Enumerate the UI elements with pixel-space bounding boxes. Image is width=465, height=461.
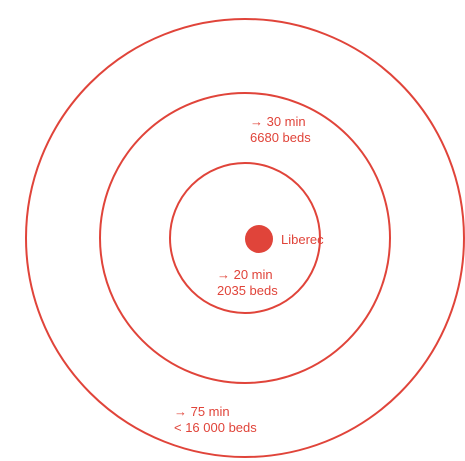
- city-marker: [245, 225, 273, 253]
- zone-20-time-label: → 20 min: [217, 267, 273, 282]
- zone-75-beds-label: < 16 000 beds: [174, 420, 257, 435]
- ring-20-min: [169, 162, 321, 314]
- city-label: Liberec: [281, 232, 324, 247]
- ring-30-min: [99, 92, 391, 384]
- zone-30-time-label: → 30 min: [250, 114, 306, 129]
- ring-75-min: [25, 18, 465, 458]
- zone-75-time-label: → 75 min: [174, 404, 230, 419]
- zone-30-beds-label: 6680 beds: [250, 130, 311, 145]
- zone-20-beds-label: 2035 beds: [217, 283, 278, 298]
